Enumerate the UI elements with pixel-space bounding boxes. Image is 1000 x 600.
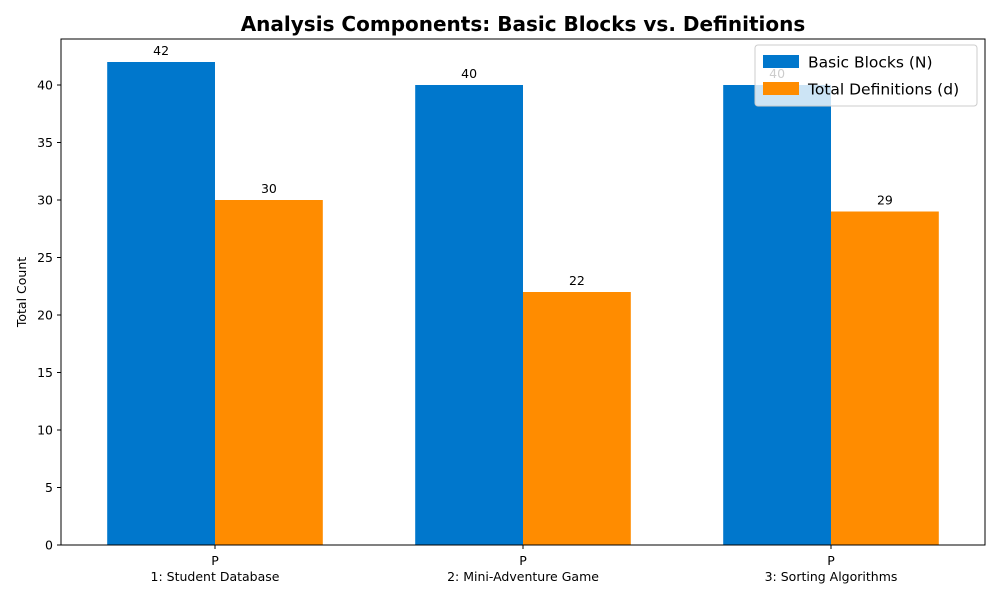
y-tick-label: 40	[37, 78, 53, 93]
chart-title: Analysis Components: Basic Blocks vs. De…	[241, 12, 806, 36]
data-label-1-1: 42	[153, 43, 169, 58]
x-tick-label-line: 3: Sorting Algorithms	[765, 569, 898, 584]
x-tick-label: P 1: Student Database	[151, 553, 280, 584]
bar-2-1	[215, 200, 323, 545]
bar-2-2	[523, 292, 631, 545]
y-tick-label: 25	[37, 250, 53, 265]
x-tick-label-line: 1: Student Database	[151, 569, 280, 584]
y-tick-label: 5	[45, 480, 53, 495]
y-tick-label: 30	[37, 193, 53, 208]
legend-swatch-2	[763, 82, 799, 95]
legend-swatch-1	[763, 55, 799, 68]
x-tick-label-line: P	[211, 553, 219, 568]
legend-label-1: Basic Blocks (N)	[808, 54, 933, 72]
bar-1-1	[107, 62, 215, 545]
plot-area: 4240403022290510152025303540P1: Student …	[37, 38, 986, 584]
data-label-2-1: 30	[261, 181, 277, 196]
x-tick-label: P 3: Sorting Algorithms	[765, 553, 898, 584]
y-axis-label: Total Count	[14, 257, 29, 328]
y-tick-label: 10	[37, 423, 53, 438]
y-tick-label: 35	[37, 135, 53, 150]
y-tick-label: 0	[45, 538, 53, 553]
data-label-1-2: 40	[461, 66, 477, 81]
x-tick-label: P 2: Mini-Adventure Game	[447, 553, 599, 584]
y-tick-label: 20	[37, 308, 53, 323]
legend: Basic Blocks (N) Total Definitions (d)	[754, 44, 978, 107]
x-tick-label-line: P	[827, 553, 835, 568]
bar-1-3	[723, 85, 831, 545]
legend-box	[754, 44, 978, 107]
x-tick-label-line: 2: Mini-Adventure Game	[447, 569, 599, 584]
bar-1-2	[415, 85, 523, 545]
y-tick-label: 15	[37, 365, 53, 380]
bar-2-3	[831, 211, 939, 545]
data-label-2-2: 22	[569, 273, 585, 288]
x-tick-label-line: P	[519, 553, 527, 568]
legend-label-2: Total Definitions (d)	[807, 81, 959, 99]
data-label-2-3: 29	[877, 193, 893, 208]
